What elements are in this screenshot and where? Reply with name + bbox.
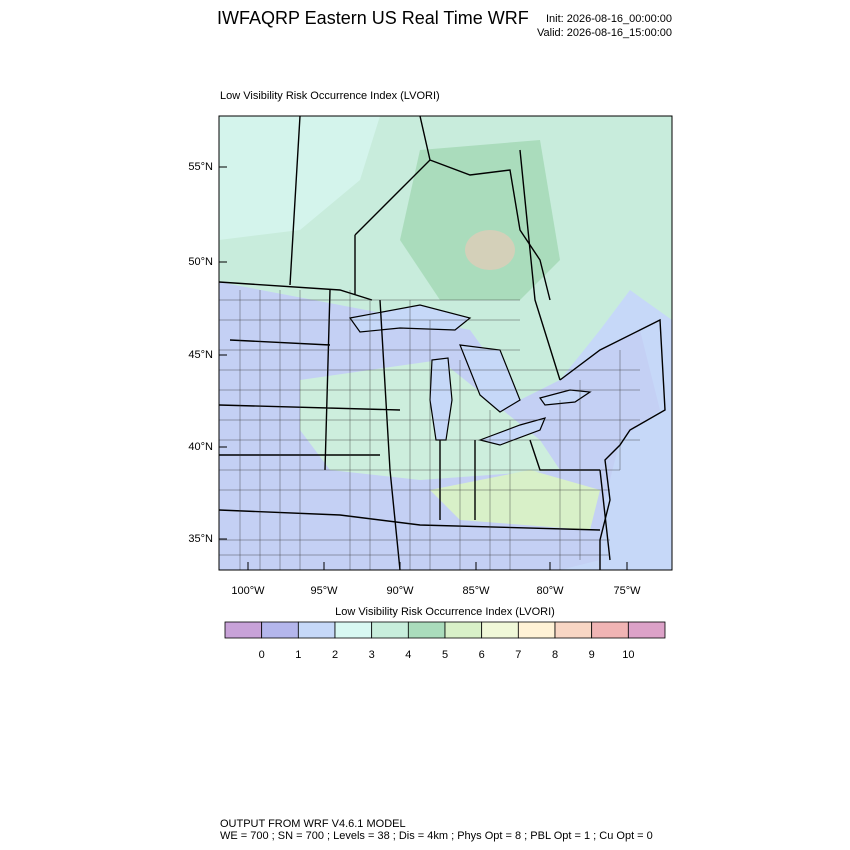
colorbar-label: 6 [479, 649, 485, 661]
colorbar-box [591, 621, 629, 639]
colorbar-box [627, 621, 666, 639]
colorbar-label: 8 [552, 649, 558, 661]
appalachian-zone [430, 470, 600, 530]
colorbar-label: 1 [295, 649, 301, 661]
title: IWFAQRP Eastern US Real Time WRF [217, 8, 529, 28]
lat-label: 40°N [188, 441, 213, 453]
colorbar-box [517, 621, 556, 639]
map-frame [218, 115, 673, 571]
high-zone [465, 230, 515, 270]
colorbar-box [407, 621, 446, 639]
lon-label: 85°W [462, 585, 490, 597]
lat-label: 50°N [188, 256, 213, 268]
colorbar-label: 3 [369, 649, 375, 661]
ontario-zone [400, 140, 560, 300]
colorbar-title: Low Visibility Risk Occurrence Index (LV… [335, 606, 555, 618]
axes: 55°N 50°N 45°N 40°N 35°N 100°W 95°W 90°W 85°W 80°… [188, 161, 641, 597]
lon-label: 75°W [613, 585, 641, 597]
county-lines [219, 290, 640, 570]
colorbar-label: 10 [622, 649, 634, 661]
colorbar: 0 1 2 3 4 5 6 7 8 9 10 [224, 621, 666, 661]
lon-label: 100°W [231, 585, 265, 597]
valid-time: Valid: 2026-08-16_15:00:00 [537, 27, 672, 39]
colorbar-box [554, 621, 593, 639]
colorbar-box [444, 621, 483, 639]
colorbar-box [261, 621, 299, 639]
colorbar-label: 2 [332, 649, 338, 661]
colorbar-label: 7 [515, 649, 521, 661]
lon-label: 80°W [536, 585, 564, 597]
colorbar-label: 9 [589, 649, 595, 661]
map-title: Low Visibility Risk Occurrence Index (LV… [220, 90, 440, 102]
colorbar-box [371, 621, 409, 639]
lake-ontario [539, 389, 592, 406]
lat-label: 55°N [188, 161, 213, 173]
lat-label: 35°N [188, 533, 213, 545]
colorbar-box [481, 621, 519, 639]
canada-west [219, 116, 380, 240]
colorbar-label: 4 [405, 649, 411, 661]
colorbar-box [224, 621, 263, 639]
colorbar-label: 0 [259, 649, 265, 661]
init-time: Init: 2026-08-16_00:00:00 [546, 13, 672, 25]
colorbar-label: 5 [442, 649, 448, 661]
lat-label: 45°N [188, 349, 213, 361]
lon-label: 90°W [386, 585, 414, 597]
footer-line: WE = 700 ; SN = 700 ; Levels = 38 ; Dis … [220, 830, 653, 842]
map [219, 116, 672, 570]
colorbar-box [297, 621, 336, 639]
colorbar-box [334, 621, 373, 639]
lon-label: 95°W [310, 585, 338, 597]
province-borders [219, 116, 561, 381]
footer-line: OUTPUT FROM WRF V4.6.1 MODEL [220, 818, 406, 830]
lake-erie [477, 417, 547, 446]
atlantic-coast [559, 318, 666, 570]
